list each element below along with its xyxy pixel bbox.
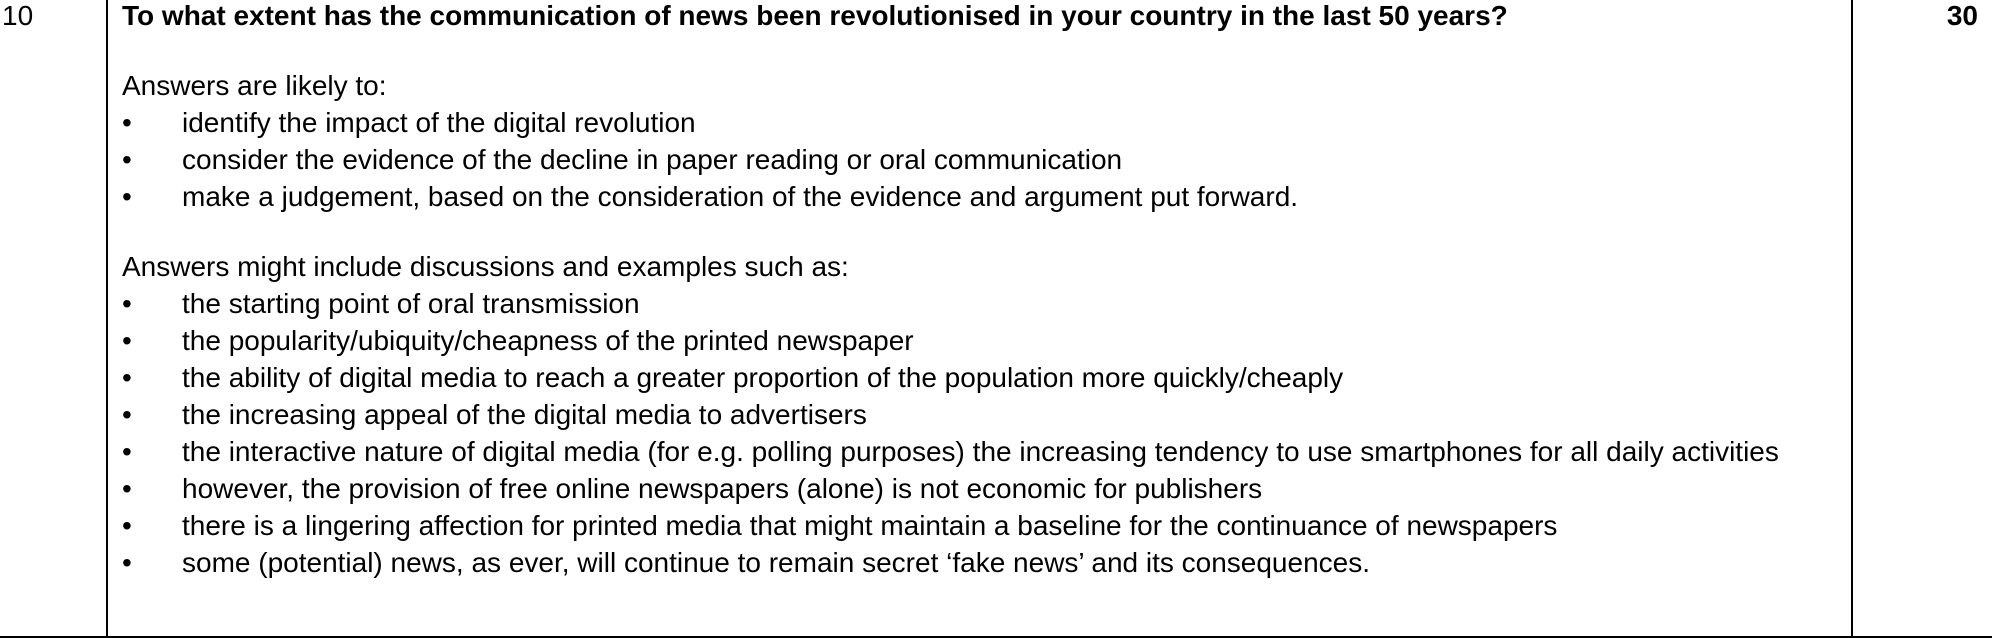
list-item: the ability of digital media to reach a … — [122, 359, 1842, 396]
section-intro-examples: Answers might include discussions and ex… — [122, 251, 849, 282]
table-bottom-border — [0, 636, 1992, 638]
list-item: the popularity/ubiquity/cheapness of the… — [122, 322, 1842, 359]
mark-scheme-content: To what extent has the communication of … — [122, 0, 1842, 581]
list-item: however, the provision of free online ne… — [122, 470, 1842, 507]
list-item: consider the evidence of the decline in … — [122, 141, 1842, 178]
section-intro-likely: Answers are likely to: — [122, 70, 387, 101]
list-item: some (potential) news, as ever, will con… — [122, 544, 1842, 581]
example-discussions-list: the starting point of oral transmission … — [122, 285, 1842, 581]
list-item: identify the impact of the digital revol… — [122, 104, 1842, 141]
list-item: the increasing appeal of the digital med… — [122, 396, 1842, 433]
marks-value: 30 — [1946, 0, 1978, 31]
column-divider-right — [1851, 0, 1853, 638]
list-item: the interactive nature of digital media … — [122, 433, 1842, 470]
list-item: the starting point of oral transmission — [122, 285, 1842, 322]
list-item: there is a lingering affection for print… — [122, 507, 1842, 544]
section-spacer — [122, 215, 1842, 248]
likely-answers-list: identify the impact of the digital revol… — [122, 104, 1842, 215]
column-divider-left — [106, 0, 108, 638]
question-text: To what extent has the communication of … — [122, 0, 1508, 31]
question-number: 10 — [2, 0, 34, 31]
list-item: make a judgement, based on the considera… — [122, 178, 1842, 215]
